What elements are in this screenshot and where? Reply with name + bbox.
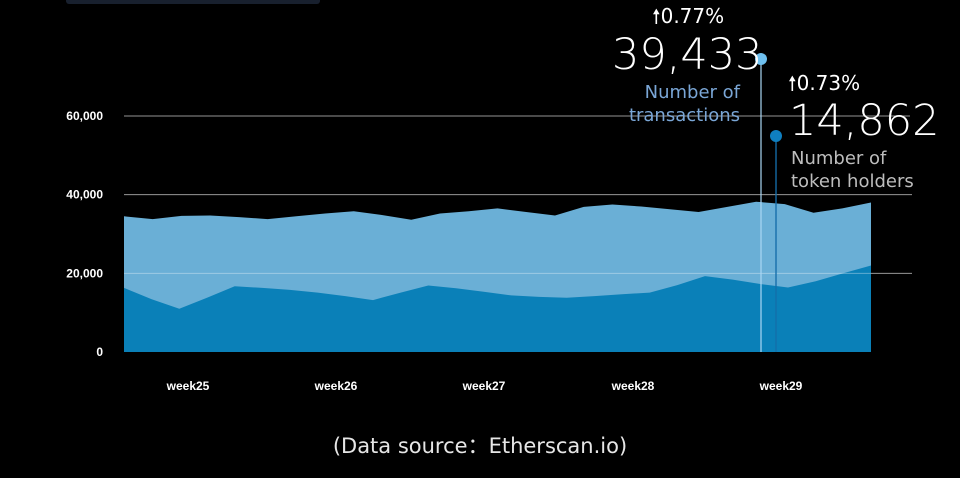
header-bar <box>66 0 320 4</box>
holders-label-line2: token holders <box>791 171 914 192</box>
transactions-value: 39,433 <box>612 30 763 80</box>
holders-marker-dot <box>770 130 782 142</box>
y-axis-ticks: 0 20,000 40,000 60,000 <box>66 109 103 359</box>
transactions-change: 🠕0.77% <box>652 2 724 36</box>
holders-label-line1: Number of <box>791 148 887 169</box>
transactions-label: Number of transactions <box>612 81 740 127</box>
holders-change-text: 0.73% <box>796 71 861 95</box>
transactions-label-line2: transactions <box>628 105 740 126</box>
holders-label: Number of token holders <box>791 147 914 193</box>
x-tick-label: week27 <box>462 379 506 393</box>
x-tick-label: week29 <box>759 379 803 393</box>
x-tick-label: week26 <box>314 379 358 393</box>
x-tick-label: week25 <box>166 379 210 393</box>
x-tick-label: week28 <box>611 379 655 393</box>
transactions-change-text: 0.77% <box>660 4 725 28</box>
data-source-note: (Data source：Etherscan.io) <box>332 434 628 458</box>
y-tick-label: 40,000 <box>66 188 103 202</box>
transactions-marker-dot <box>755 53 767 65</box>
callout-markers <box>755 53 782 352</box>
area-series <box>124 201 871 352</box>
arrow-up-icon: 🠕 <box>652 4 661 28</box>
y-tick-label: 60,000 <box>66 109 103 123</box>
token-holders-area <box>124 265 871 352</box>
y-tick-label: 0 <box>96 345 103 359</box>
overlay-gridlines <box>124 115 912 274</box>
arrow-up-icon: 🠕 <box>788 71 797 95</box>
x-axis-ticks: week25 week26 week27 week28 week29 <box>166 379 803 393</box>
holders-value: 14,862 <box>789 96 940 146</box>
y-tick-label: 20,000 <box>66 266 103 280</box>
transactions-label-line1: Number of <box>644 82 740 103</box>
holders-change: 🠕0.73% <box>788 69 860 103</box>
